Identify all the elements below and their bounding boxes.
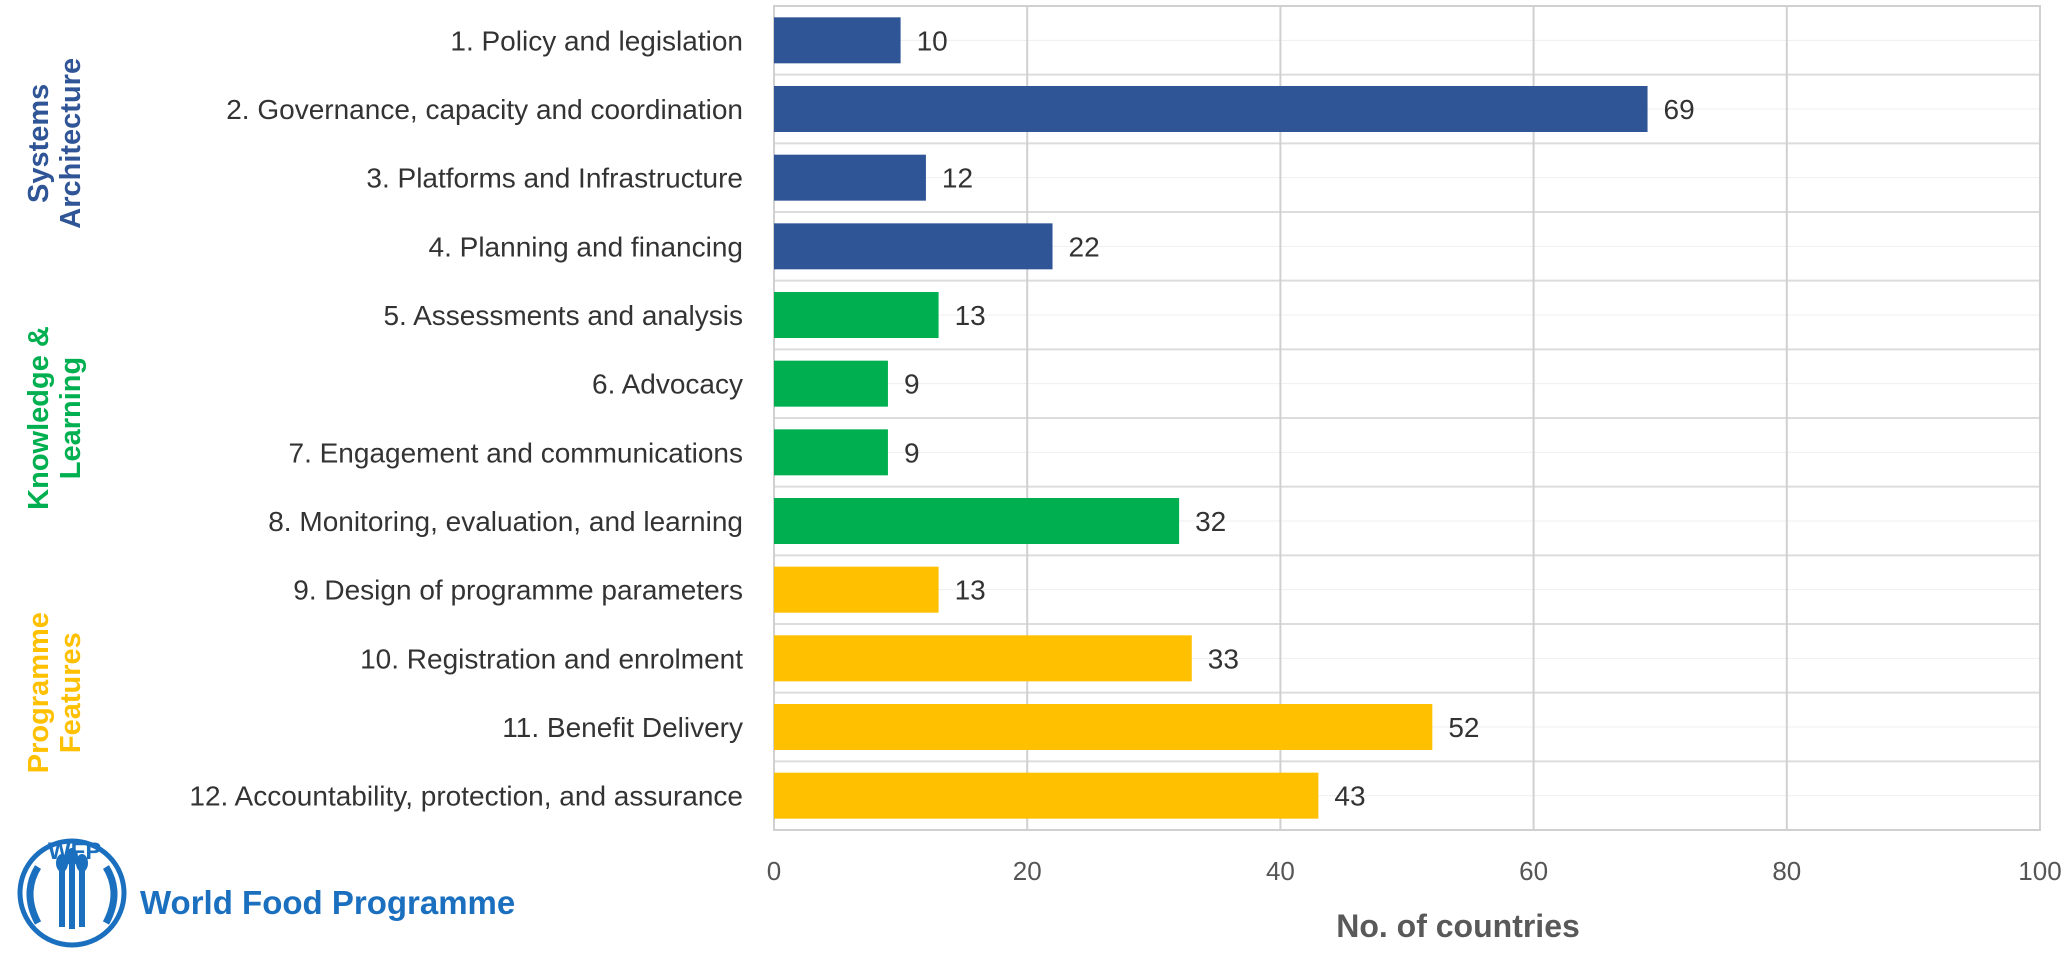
category-label: 4. Planning and financing <box>429 231 743 262</box>
category-labels: 1. Policy and legislation 2. Governance, … <box>189 25 743 811</box>
x-axis-title: No. of countries <box>1336 908 1580 944</box>
data-label: 69 <box>1664 94 1695 125</box>
bar <box>774 86 1648 132</box>
data-label: 52 <box>1448 712 1479 743</box>
group-label-line: Programme <box>23 612 55 773</box>
category-label: 12. Accountability, protection, and assu… <box>189 781 743 812</box>
value-labels: 10 69 12 22 13 9 9 32 13 33 52 43 <box>904 25 1695 811</box>
x-tick-label: 40 <box>1266 856 1295 886</box>
bar <box>774 17 901 64</box>
category-label: 11. Benefit Delivery <box>502 712 743 743</box>
group-label-line: Systems <box>23 84 55 203</box>
category-label: 5. Assessments and analysis <box>383 300 743 331</box>
group-label: SystemsArchitecture <box>23 58 87 229</box>
bar <box>774 429 888 476</box>
x-tick-label: 0 <box>767 856 781 886</box>
category-label: 2. Governance, capacity and coordination <box>226 94 743 125</box>
wfp-logo: WFP World Food Programme <box>17 838 515 948</box>
group-label-text: SystemsArchitecture <box>23 58 87 229</box>
group-labels: SystemsArchitecture Knowledge &Learning Pr… <box>23 58 87 773</box>
data-label: 10 <box>917 25 948 56</box>
bar <box>774 360 888 407</box>
group-label: ProgrammeFeatures <box>23 612 87 773</box>
bar <box>774 772 1319 819</box>
data-label: 13 <box>955 575 986 606</box>
x-tick-label: 60 <box>1519 856 1548 886</box>
data-label: 43 <box>1334 781 1365 812</box>
bar <box>774 223 1053 270</box>
data-label: 33 <box>1208 643 1239 674</box>
category-label: 3. Platforms and Infrastructure <box>366 163 743 194</box>
group-label-line: Learning <box>55 357 87 479</box>
group-label-line: Knowledge & <box>23 326 55 510</box>
category-label: 9. Design of programme parameters <box>293 575 743 606</box>
data-label: 13 <box>955 300 986 331</box>
group-label-text: Knowledge &Learning <box>23 326 87 510</box>
plot-frame <box>773 5 2041 831</box>
x-tick-label: 80 <box>1772 856 1801 886</box>
category-label: 7. Engagement and communications <box>289 437 744 468</box>
gridlines <box>773 5 2041 831</box>
group-label-line: Architecture <box>55 58 87 229</box>
category-label: 6. Advocacy <box>592 369 743 400</box>
bars <box>774 17 1648 819</box>
category-label: 10. Registration and enrolment <box>360 643 743 674</box>
data-label: 12 <box>942 163 973 194</box>
data-label: 32 <box>1195 506 1226 537</box>
bar <box>774 635 1192 682</box>
wfp-emblem-icon <box>17 838 127 948</box>
data-label: 22 <box>1069 231 1100 262</box>
group-label-text: ProgrammeFeatures <box>23 612 87 773</box>
x-tick-label: 20 <box>1013 856 1042 886</box>
bar <box>774 704 1433 750</box>
data-label: 9 <box>904 437 920 468</box>
data-label: 9 <box>904 369 920 400</box>
bar <box>774 498 1180 544</box>
category-label: 1. Policy and legislation <box>450 25 743 56</box>
x-tick-labels: 0 20 40 60 80 100 <box>767 856 2062 886</box>
bar <box>774 292 939 338</box>
logo-acronym: WFP <box>48 838 101 865</box>
group-label: Knowledge &Learning <box>23 326 87 510</box>
logo-name: World Food Programme <box>140 884 515 921</box>
bar <box>774 566 939 613</box>
bar <box>774 154 926 201</box>
x-tick-label: 100 <box>2018 856 2061 886</box>
group-label-line: Features <box>55 632 87 753</box>
category-label: 8. Monitoring, evaluation, and learning <box>268 506 743 537</box>
